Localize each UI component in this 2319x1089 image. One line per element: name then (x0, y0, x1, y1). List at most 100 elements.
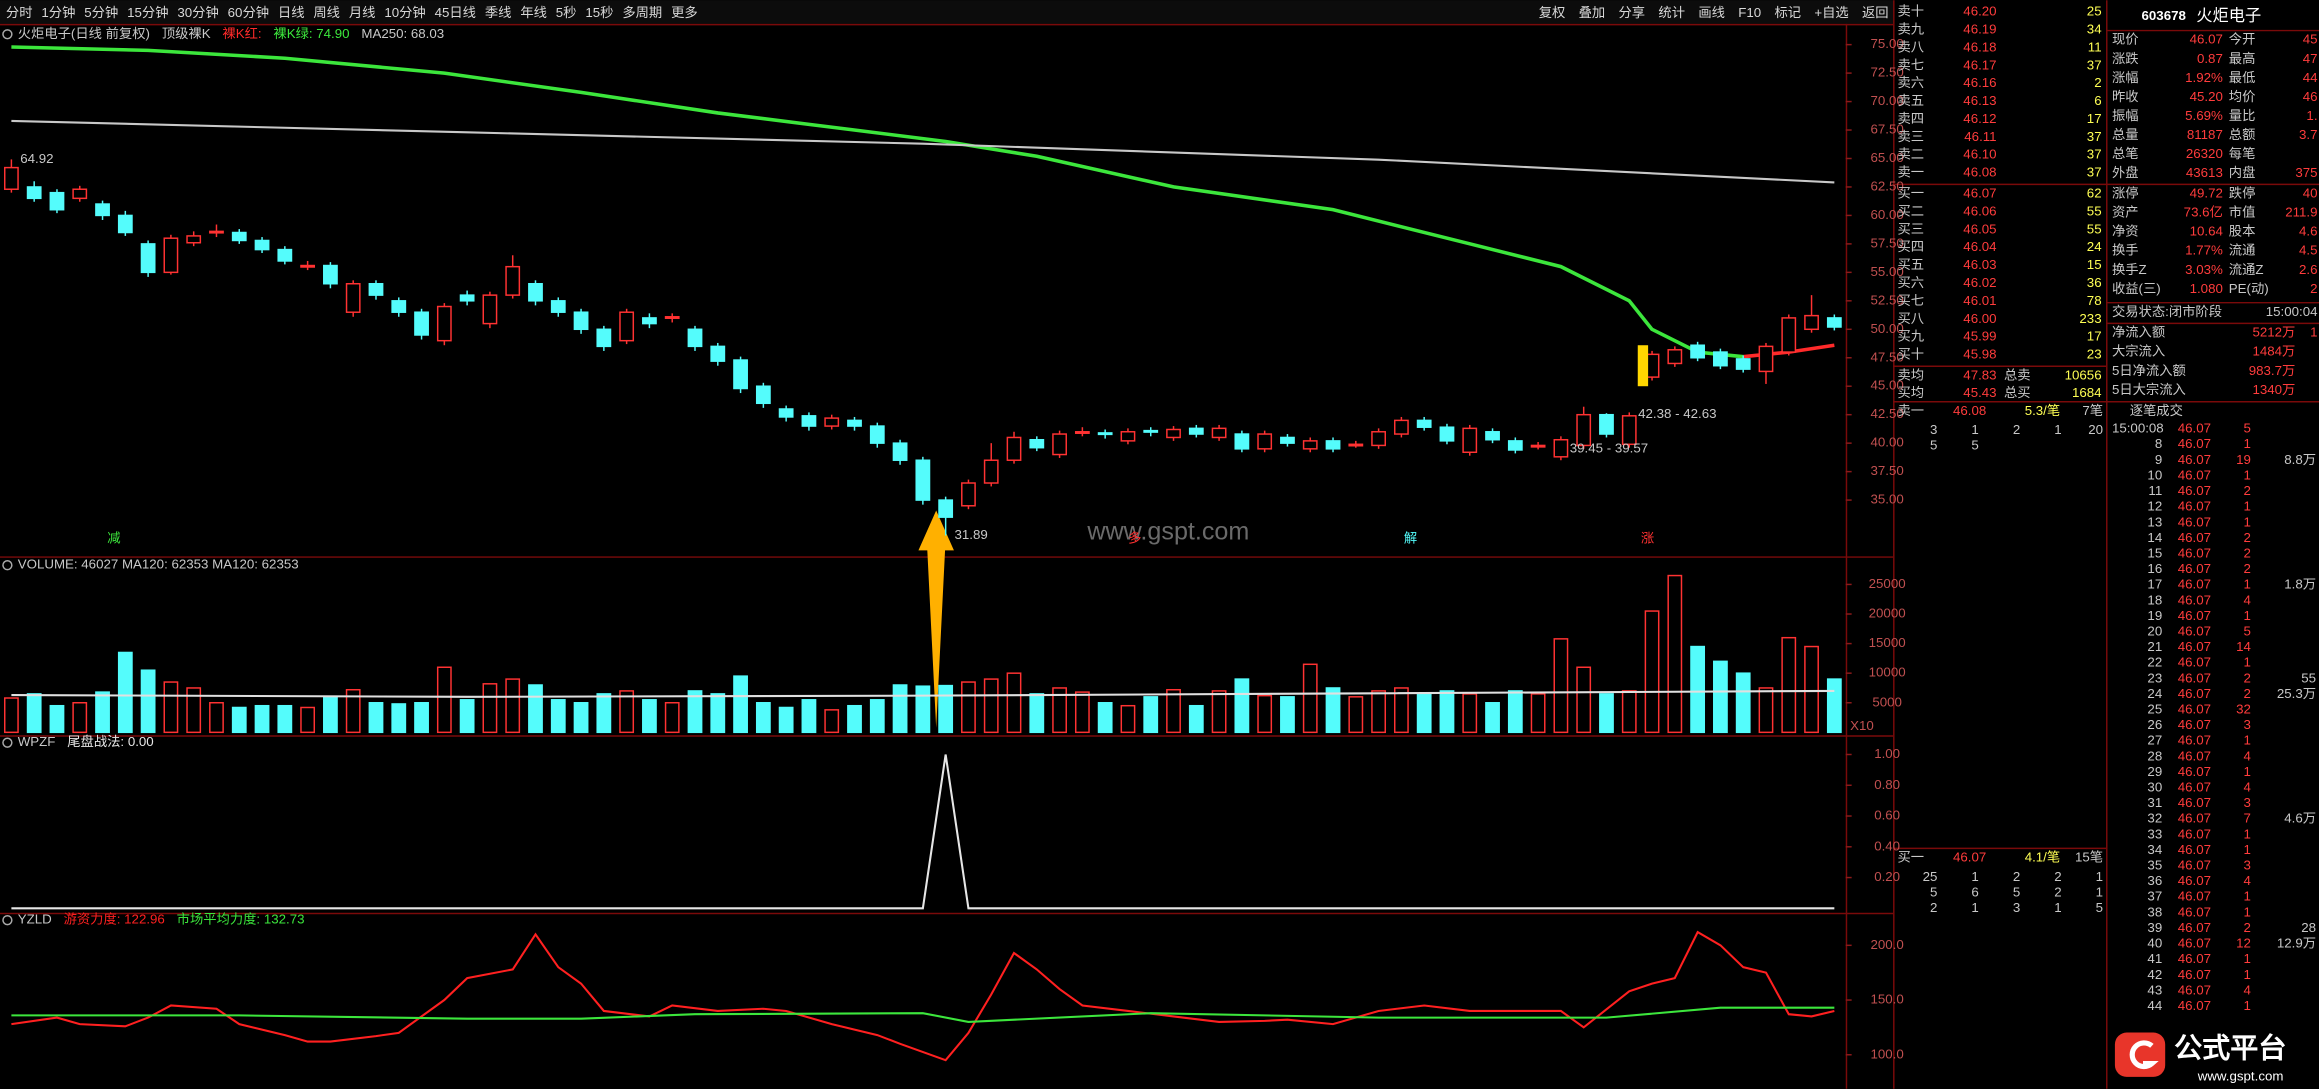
period-tab[interactable]: 30分钟 (177, 4, 218, 20)
tool-button[interactable]: 复权 (1539, 4, 1566, 20)
volume-bar (436, 666, 452, 734)
book-price: 46.17 (1963, 57, 1996, 72)
book-label: 买六 (1897, 275, 1924, 290)
volume-bar (642, 699, 657, 734)
period-tab[interactable]: 分时 (6, 5, 33, 20)
candle-body (163, 237, 179, 274)
tool-button[interactable]: 画线 (1698, 5, 1725, 20)
candle-body (1143, 429, 1159, 433)
quote-label: 均价 (2229, 89, 2256, 104)
trade-price: 46.07 (2178, 842, 2211, 857)
period-tab[interactable]: 5秒 (556, 5, 577, 20)
period-tab[interactable]: 5分钟 (84, 4, 118, 20)
tool-button[interactable]: 返回 (1862, 5, 1889, 20)
trade-volume: 7 (2244, 811, 2251, 826)
tool-button[interactable]: F10 (1738, 5, 1761, 20)
panel-title: 火炬电子(日线 前复权) (18, 25, 150, 41)
period-tab[interactable]: 15秒 (585, 5, 613, 20)
volume-bar (801, 699, 817, 734)
trade-price: 46.07 (2178, 655, 2211, 670)
volume-bar (755, 702, 771, 734)
trade-time: 21 (2147, 639, 2162, 654)
candle-body (687, 328, 703, 348)
volume-bar (1485, 702, 1500, 734)
y-tick-label: 40.00 (1871, 435, 1904, 450)
quote-label: 今开 (2229, 32, 2256, 47)
quote-label: 流通 (2229, 243, 2256, 258)
period-tab[interactable]: 60分钟 (228, 4, 269, 20)
legend-entry: 游资力度: 122.96 (64, 912, 165, 927)
trade-volume: 32 (2236, 702, 2251, 717)
candle-body (1029, 438, 1045, 449)
period-tab[interactable]: 45日线 (435, 5, 476, 20)
period-tab[interactable]: 更多 (671, 4, 698, 20)
y-tick-label: 50.00 (1871, 321, 1904, 336)
dynamic: 分时 1分钟 5分钟 15分钟 30分钟 60分钟 日线 周线 月线 10分钟 45日线 季线 年线 5秒… (2, 4, 2318, 1062)
trade-time: 17 (2147, 577, 2162, 592)
book-volume: 36 (2087, 275, 2102, 290)
period-tab[interactable]: 15分钟 (127, 4, 168, 20)
tool-button[interactable]: 统计 (1658, 5, 1685, 20)
period-tab[interactable]: 10分钟 (384, 4, 425, 20)
candle-body (915, 459, 931, 501)
book-volume: 37 (2087, 165, 2102, 180)
tool-button[interactable]: 叠加 (1579, 5, 1606, 20)
book-price: 46.13 (1963, 93, 1996, 108)
period-tab[interactable]: 日线 (278, 5, 305, 20)
signal-band (1637, 345, 1649, 387)
volume-bar (1507, 690, 1523, 734)
trade-volume: 2 (2244, 670, 2251, 685)
period-tab[interactable]: 年线 (520, 5, 547, 20)
period-tab[interactable]: 1分钟 (41, 4, 75, 20)
queue-cell: 1 (2054, 900, 2061, 915)
y-tick-label: 150.0 (1871, 992, 1904, 1007)
book-volume: 2 (2094, 75, 2101, 90)
volume-bar (1439, 690, 1455, 734)
trade-price: 46.07 (2178, 421, 2211, 436)
quote-label: 涨停 (2112, 185, 2139, 201)
candle-body (1758, 345, 1774, 373)
book-volume: 17 (2087, 111, 2102, 126)
trade-time: 42 (2147, 967, 2162, 982)
volume-bar (1325, 687, 1341, 734)
queue-cell: 2 (2013, 422, 2020, 437)
trade-price: 46.07 (2178, 577, 2211, 592)
trade-time: 11 (2148, 483, 2162, 498)
trade-volume: 3 (2244, 795, 2251, 810)
period-tab[interactable]: 周线 (313, 5, 340, 20)
quote-label: 股本 (2229, 224, 2256, 239)
tool-button[interactable]: 分享 (1619, 4, 1646, 20)
quote-label: 资产 (2112, 205, 2139, 220)
period-tab[interactable]: 月线 (349, 5, 376, 20)
queue-cell: 5 (2096, 900, 2103, 915)
trade-volume: 1 (2244, 655, 2251, 670)
tool-button[interactable]: +自选 (1814, 5, 1848, 20)
queue-cell: 1 (2054, 422, 2061, 437)
queue-head: 46.08 (1953, 403, 1986, 418)
candle-body (778, 408, 794, 418)
summary-volume: 10656 (2065, 367, 2102, 382)
volume-bar (505, 678, 521, 734)
candle-body (1097, 432, 1113, 436)
candle-body (847, 419, 862, 427)
trade-price: 46.07 (2178, 592, 2211, 607)
candle-body (1507, 440, 1523, 451)
candle-body (1120, 431, 1136, 442)
period-tab[interactable]: 多周期 (622, 4, 662, 20)
quote-value: 43613 (2186, 165, 2223, 180)
y-tick-label: 52.50 (1871, 292, 1904, 307)
candle-body (619, 311, 635, 342)
trade-volume: 5 (2244, 421, 2251, 436)
trade-volume: 12 (2236, 936, 2251, 951)
quote-label: 最高 (2229, 50, 2256, 66)
trade-volume: 1 (2244, 467, 2251, 482)
book-label: 买八 (1897, 311, 1924, 326)
candle-body (186, 235, 202, 244)
legend-entry: 裸K红: (222, 26, 261, 41)
candle-body (938, 499, 954, 518)
book-volume: 24 (2087, 239, 2102, 254)
trade-price: 46.07 (2178, 920, 2211, 935)
period-tab[interactable]: 季线 (485, 5, 512, 20)
tool-button[interactable]: 标记 (1774, 5, 1801, 20)
queue-cell: 5 (1930, 438, 1937, 453)
